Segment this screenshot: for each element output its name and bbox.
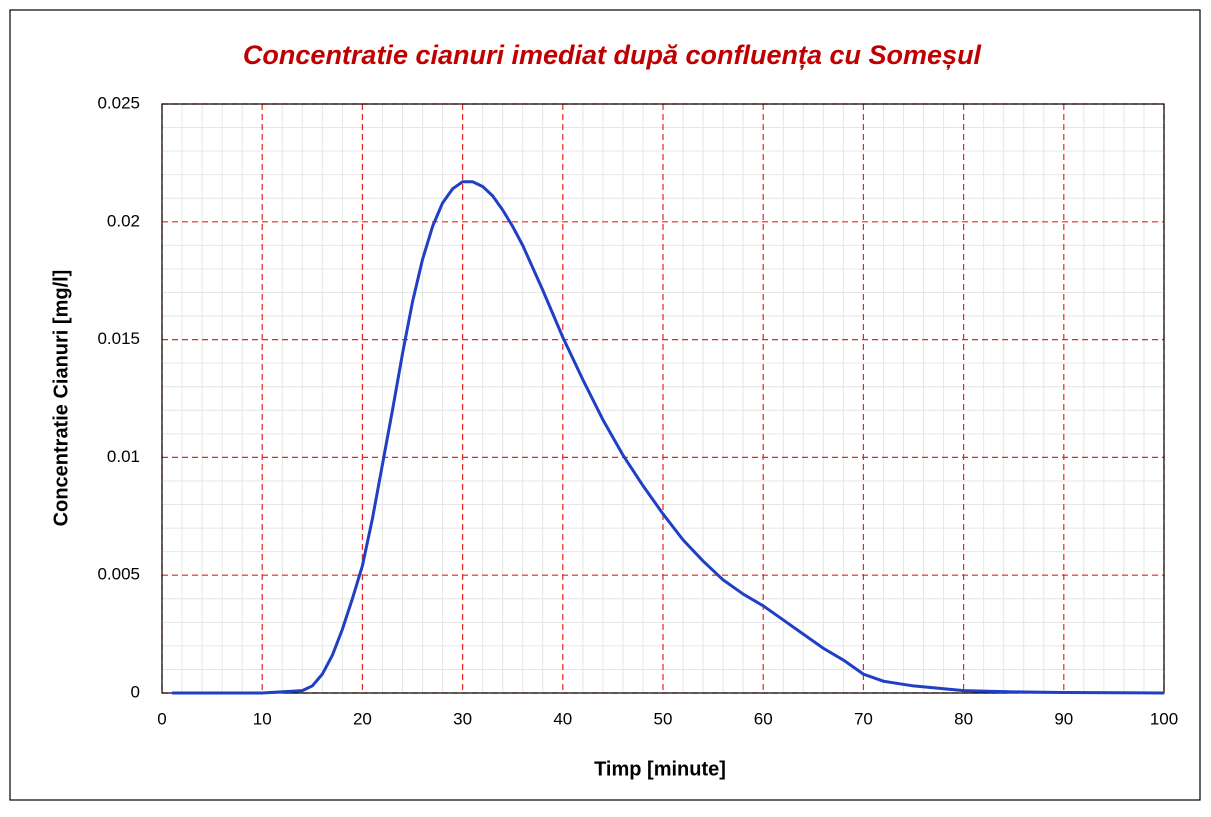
y-tick-label: 0: [131, 682, 140, 701]
x-tick-label: 50: [654, 709, 673, 728]
x-tick-label: 40: [553, 709, 572, 728]
y-tick-label: 0.01: [107, 447, 140, 466]
chart-title: Concentratie cianuri imediat după conflu…: [243, 40, 982, 70]
data-line: [172, 180, 1165, 695]
x-tick-label: 60: [754, 709, 773, 728]
x-tick-label: 30: [453, 709, 472, 728]
plot-border: [161, 103, 1165, 694]
y-tick-label: 0.015: [97, 329, 140, 348]
x-tick-label: 100: [1150, 709, 1178, 728]
chart-frame: [9, 9, 1201, 801]
x-tick-label: 10: [253, 709, 272, 728]
x-tick-label: 0: [157, 709, 166, 728]
x-tick-label: 70: [854, 709, 873, 728]
y-tick-label: 0.005: [97, 565, 140, 584]
y-tick-label: 0.02: [107, 211, 140, 230]
x-tick-label: 90: [1054, 709, 1073, 728]
y-axis-label: Concentratie Cianuri [mg/l]: [50, 270, 72, 527]
x-tick-label: 20: [353, 709, 372, 728]
x-axis-label: Timp [minute]: [594, 758, 726, 780]
y-tick-label: 0.025: [97, 93, 140, 112]
x-tick-label: 80: [954, 709, 973, 728]
